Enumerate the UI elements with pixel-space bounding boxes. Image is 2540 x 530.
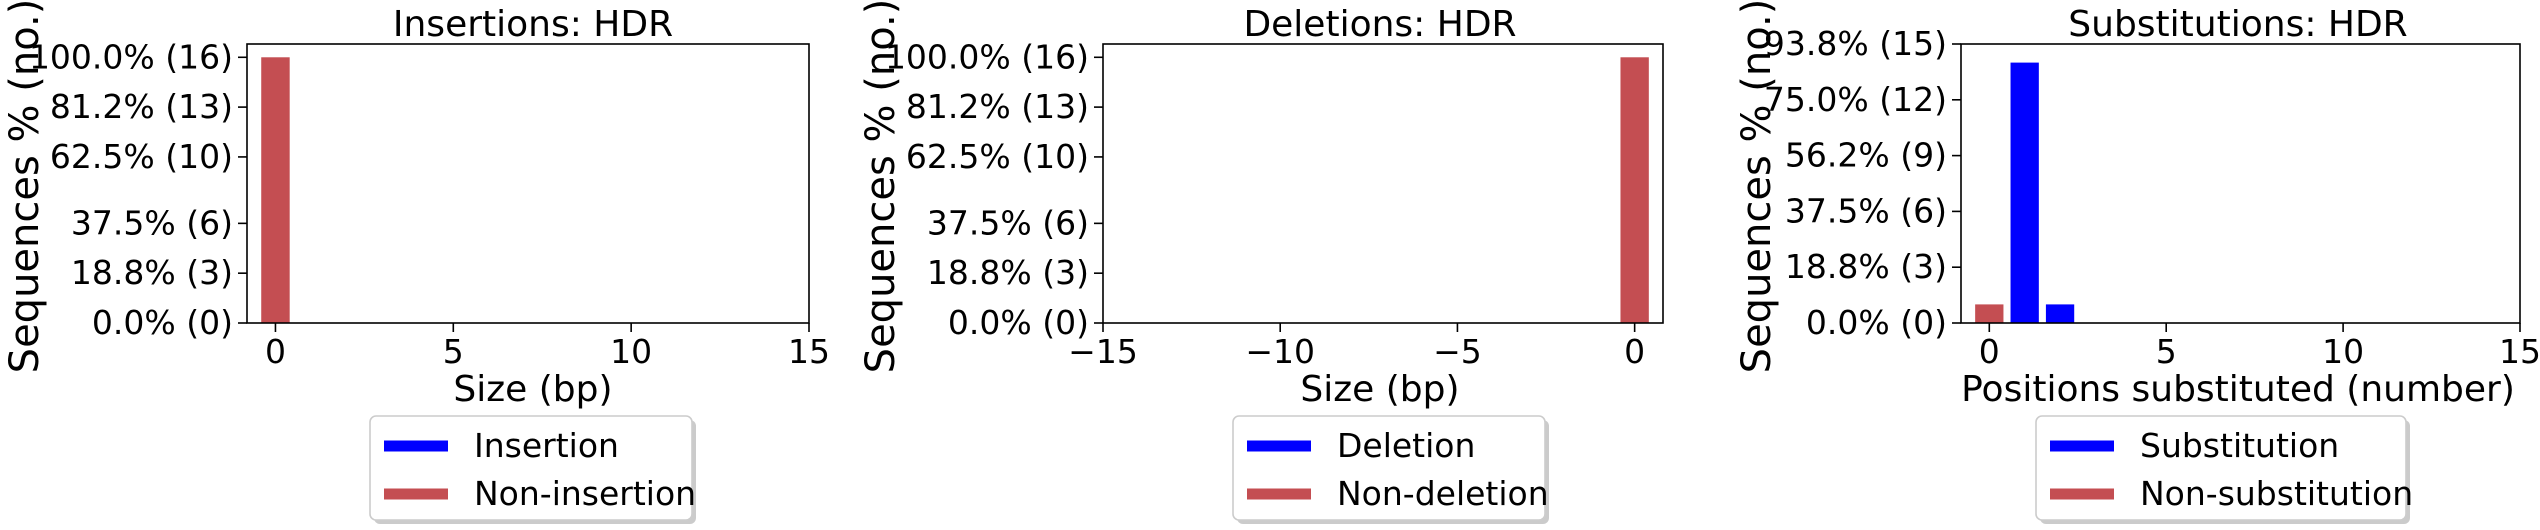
legend-label: Substitution	[2140, 426, 2339, 465]
x-tick-label: −5	[1433, 332, 1482, 371]
bar-secondary	[1975, 304, 2004, 323]
y-tick-label: 0.0% (0)	[948, 303, 1089, 342]
x-tick-label: 10	[610, 332, 652, 371]
legend-label: Insertion	[474, 426, 619, 465]
legend-label: Deletion	[1337, 426, 1475, 465]
bar-secondary	[1620, 57, 1649, 324]
y-tick-label: 81.2% (13)	[50, 87, 233, 126]
y-tick-label: 0.0% (0)	[1806, 303, 1947, 342]
substitutions-panel: Substitutions: HDR Sequences % (no.) Pos…	[1734, 0, 2540, 524]
chart-title: Substitutions: HDR	[2068, 4, 2407, 45]
y-tick-label: 81.2% (13)	[906, 87, 1089, 126]
legend-box	[369, 415, 693, 521]
y-tick-label: 100.0% (16)	[885, 37, 1089, 76]
y-tick-label: 100.0% (16)	[29, 37, 233, 76]
plot-frame	[246, 43, 810, 324]
y-tick-label: 62.5% (10)	[50, 137, 233, 176]
x-tick-label: −10	[1245, 332, 1315, 371]
y-tick-label: 37.5% (6)	[1785, 191, 1947, 230]
y-tick-label: 75.0% (12)	[1764, 80, 1947, 119]
y-tick-label: 18.8% (3)	[71, 253, 233, 292]
x-tick-label: 0	[1624, 332, 1645, 371]
x-tick-label: 10	[2322, 332, 2364, 371]
plot-frame	[1960, 43, 2521, 324]
x-axis-label: Size (bp)	[453, 369, 612, 410]
chart-title: Deletions: HDR	[1243, 4, 1516, 45]
x-tick-label: −15	[1068, 332, 1138, 371]
y-axis-label: Sequences % (no.)	[1734, 0, 1780, 373]
plot-frame	[1102, 43, 1664, 324]
legend-box	[2035, 415, 2407, 521]
y-tick-label: 93.8% (15)	[1764, 24, 1947, 63]
legend-label: Non-substitution	[2140, 474, 2413, 513]
bar-primary	[2045, 304, 2075, 323]
y-axis-label: Sequences % (no.)	[2, 0, 48, 373]
legend-label: Non-insertion	[474, 474, 696, 513]
bar-secondary	[261, 57, 290, 324]
x-tick-label: 15	[788, 332, 830, 371]
legend-label: Non-deletion	[1337, 474, 1549, 513]
bar-primary	[2010, 62, 2039, 323]
y-tick-label: 18.8% (3)	[927, 253, 1089, 292]
y-tick-label: 62.5% (10)	[906, 137, 1089, 176]
y-axis-label: Sequences % (no.)	[858, 0, 904, 373]
x-tick-label: 0	[265, 332, 286, 371]
y-tick-label: 0.0% (0)	[92, 303, 233, 342]
insertions-panel: Insertions: HDR Sequences % (no.) Size (…	[2, 0, 830, 524]
x-tick-label: 5	[2156, 332, 2177, 371]
y-tick-label: 37.5% (6)	[927, 203, 1089, 242]
x-tick-label: 15	[2499, 332, 2540, 371]
y-tick-label: 37.5% (6)	[71, 203, 233, 242]
x-tick-label: 0	[1979, 332, 2000, 371]
deletions-panel: Deletions: HDR Sequences % (no.) Size (b…	[858, 0, 1664, 524]
x-axis-label: Positions substituted (number)	[1961, 369, 2515, 410]
y-tick-label: 56.2% (9)	[1785, 136, 1947, 175]
y-tick-label: 18.8% (3)	[1785, 247, 1947, 286]
x-axis-label: Size (bp)	[1300, 369, 1459, 410]
x-tick-label: 5	[443, 332, 464, 371]
chart-title: Insertions: HDR	[393, 4, 673, 45]
